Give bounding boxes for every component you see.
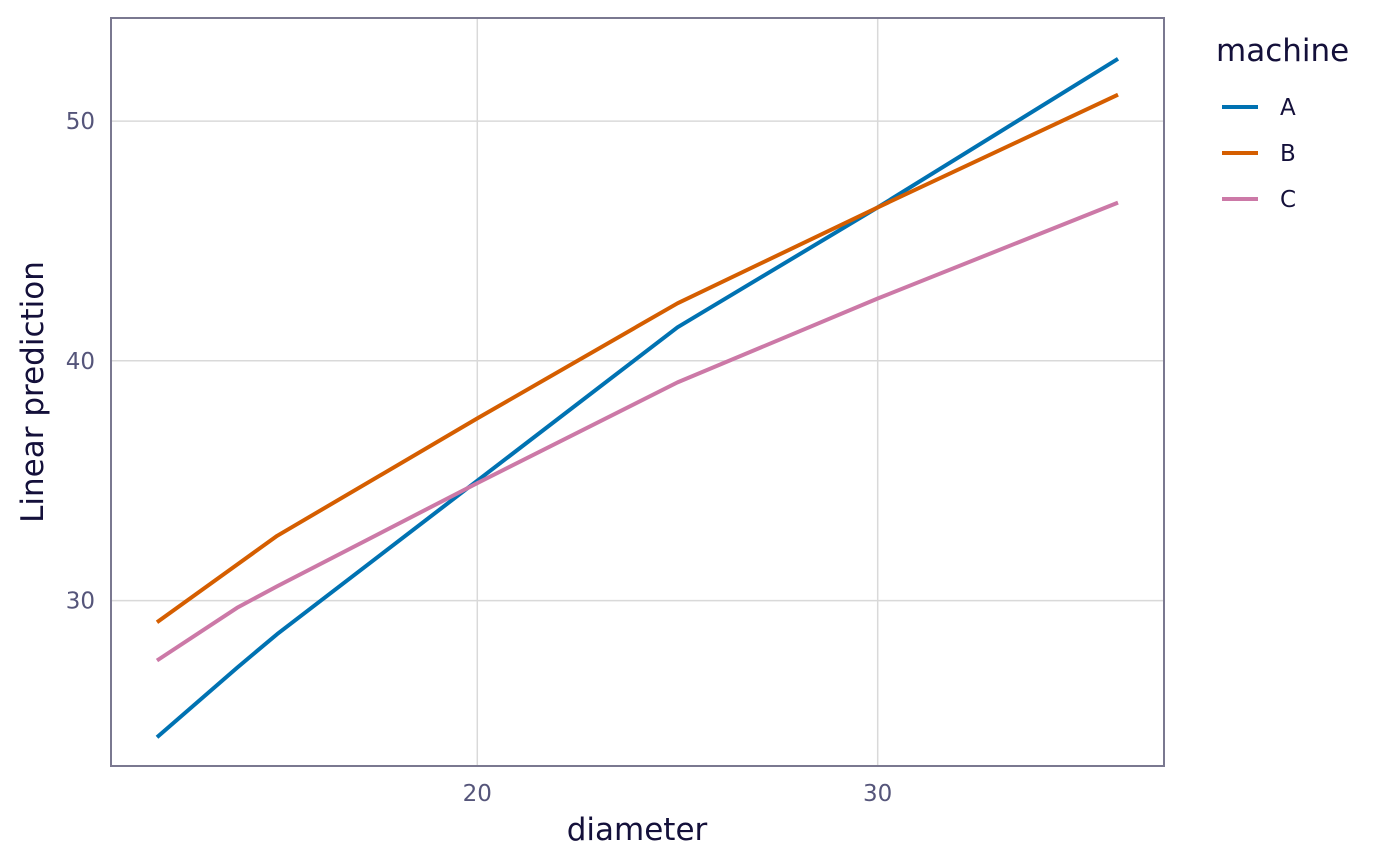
y-tick-label: 40: [66, 349, 95, 375]
x-tick-label: 20: [463, 781, 492, 807]
legend-title: machine: [1216, 33, 1349, 69]
legend-items: ABC: [1222, 95, 1296, 213]
series-line-b: [155, 92, 1119, 624]
legend-label-c: C: [1280, 187, 1296, 213]
series-line-c: [155, 200, 1119, 663]
legend-label-b: B: [1280, 141, 1296, 167]
y-tick-label: 50: [66, 109, 95, 135]
x-tick-label: 30: [863, 781, 892, 807]
panel-border: [110, 17, 1165, 767]
x-axis-ticks: 20 30: [463, 781, 893, 807]
legend: machine ABC: [1216, 33, 1349, 213]
grid-lines: [111, 18, 1164, 766]
y-axis-title: Linear prediction: [15, 261, 51, 523]
legend-label-a: A: [1280, 95, 1296, 121]
series-lines: [155, 57, 1120, 739]
x-axis-title: diameter: [567, 812, 708, 848]
y-tick-label: 30: [66, 589, 95, 615]
y-axis-ticks: 30 40 50: [66, 109, 95, 614]
